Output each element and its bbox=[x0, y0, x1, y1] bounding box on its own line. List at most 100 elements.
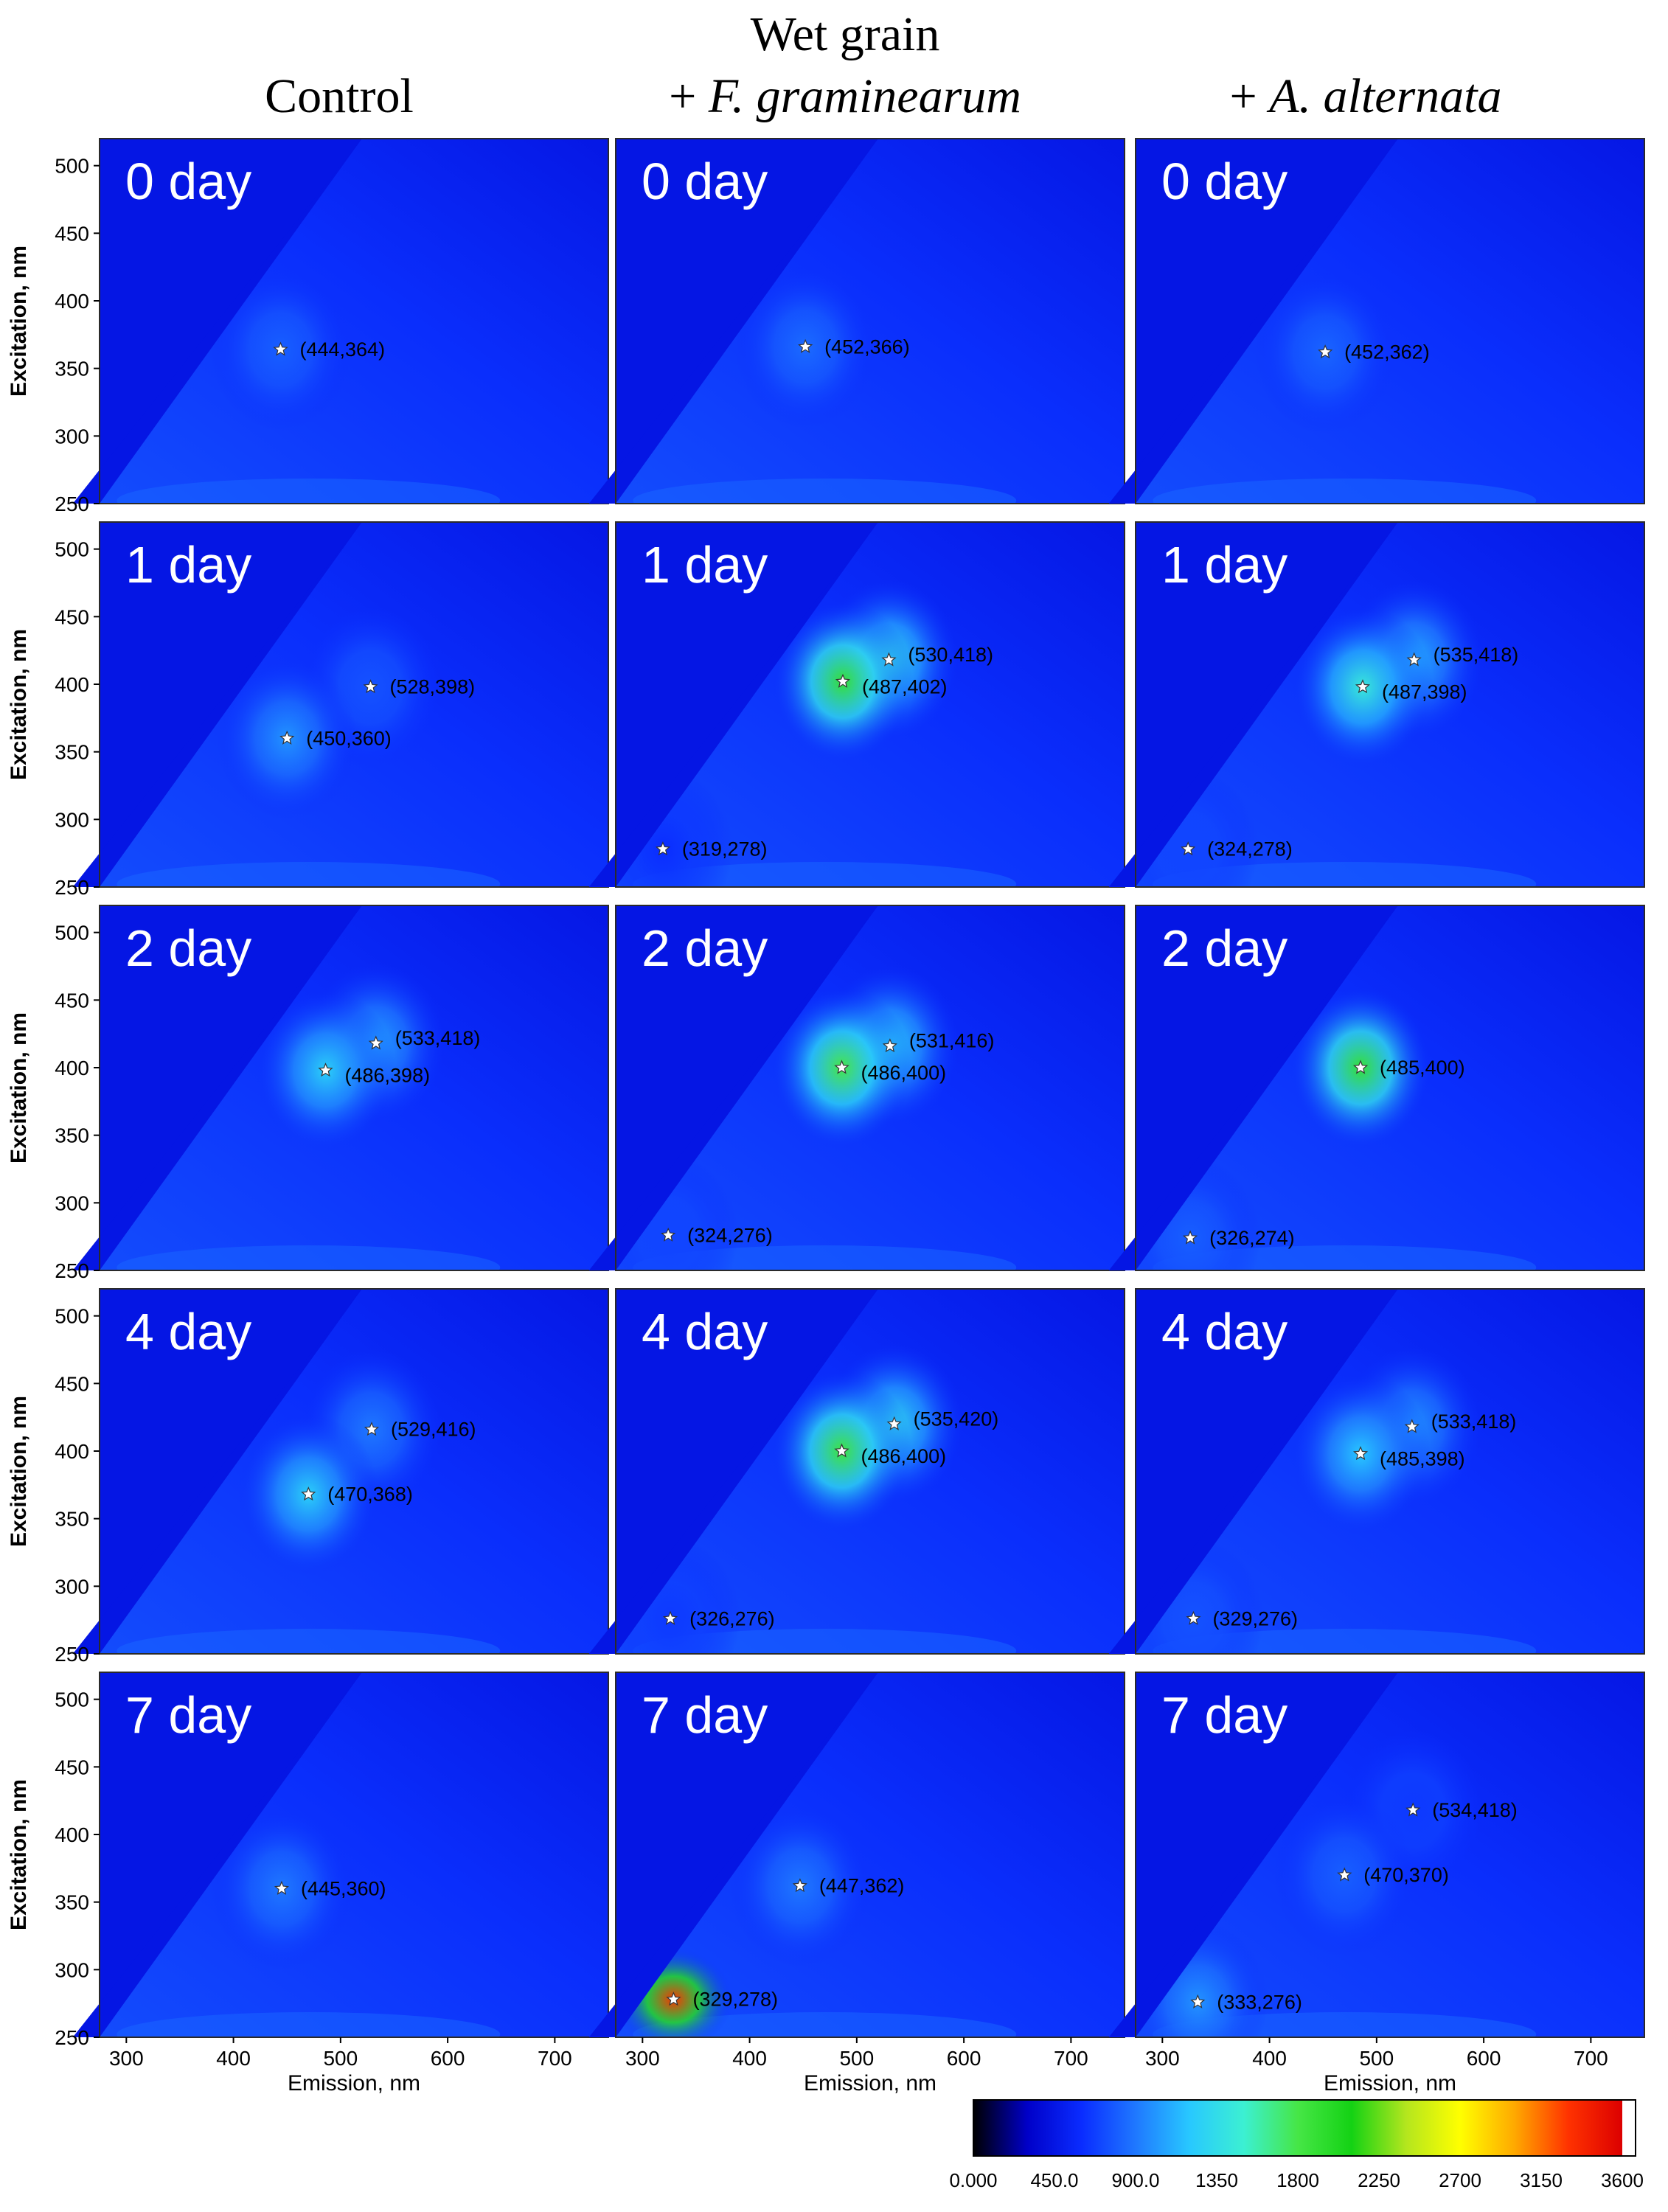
peak-star-marker bbox=[273, 341, 288, 356]
peak-label: (326,276) bbox=[689, 1607, 775, 1630]
peak-label: (487,398) bbox=[1382, 681, 1467, 703]
day-label: 2 day bbox=[1161, 919, 1288, 977]
column-title-species: F. graminearum bbox=[708, 69, 1021, 123]
eem-panel: 1 day (530,418) (487,402) (319,278) bbox=[588, 521, 1125, 888]
x-axis-label: Emission, nm bbox=[804, 2071, 936, 2096]
peak-label: (333,276) bbox=[1217, 1991, 1302, 2013]
peak-star-marker bbox=[274, 1880, 289, 1895]
y-tick-label: 450 bbox=[55, 989, 89, 1012]
day-label: 0 day bbox=[1161, 153, 1288, 210]
baseline-glow bbox=[117, 2012, 501, 2037]
panel-frame bbox=[615, 1672, 1125, 2038]
y-axis-label: Excitation, nm bbox=[7, 1012, 31, 1164]
colorbar-tick-label: 450.0 bbox=[1030, 2169, 1078, 2191]
eem-panel: 2 day (485,400) (326,274) bbox=[1108, 905, 1645, 1271]
eem-panel: 0 day (452,366) bbox=[588, 138, 1125, 504]
y-axis-label: Excitation, nm bbox=[7, 1396, 31, 1547]
colorbar-tick-label: 0.000 bbox=[949, 2169, 997, 2191]
y-tick-label: 450 bbox=[55, 1372, 89, 1395]
eem-panel: 7 day (445,360) bbox=[72, 1672, 609, 2038]
panel-frame bbox=[615, 1288, 1125, 1655]
day-label: 2 day bbox=[642, 919, 768, 977]
panel-frame bbox=[99, 1672, 609, 2038]
peak-label: (528,398) bbox=[390, 676, 476, 698]
peak-star-marker bbox=[886, 1416, 902, 1430]
x-tick-label: 300 bbox=[109, 2047, 144, 2070]
y-tick-label: 450 bbox=[55, 1756, 89, 1778]
peak-label: (452,362) bbox=[1344, 341, 1430, 364]
y-tick-label: 350 bbox=[55, 1124, 89, 1147]
column-title-prefix: + bbox=[669, 69, 709, 123]
peak-label: (487,402) bbox=[862, 675, 948, 698]
peak-star-marker bbox=[318, 1062, 333, 1077]
rayleigh-cutoff-region bbox=[72, 905, 362, 1270]
y-tick-label: 400 bbox=[55, 1057, 89, 1079]
peak-star-marker bbox=[279, 730, 295, 745]
day-label: 7 day bbox=[1161, 1686, 1288, 1744]
column-title-alternaria: + A. alternata bbox=[1229, 69, 1501, 123]
peak-star-marker bbox=[792, 1878, 807, 1893]
rayleigh-cutoff-region bbox=[72, 522, 362, 887]
y-tick-label: 500 bbox=[55, 922, 89, 945]
day-label: 7 day bbox=[125, 1686, 251, 1744]
peak-star-marker bbox=[835, 673, 850, 688]
x-tick-label: 300 bbox=[1145, 2047, 1180, 2070]
y-tick-label: 350 bbox=[55, 741, 89, 764]
colorbar-tick-label: 1350 bbox=[1195, 2169, 1238, 2191]
eem-panel: 0 day (444,364) bbox=[72, 138, 609, 504]
baseline-glow bbox=[117, 1245, 501, 1270]
panel-frame bbox=[99, 905, 609, 1271]
peak-star-marker bbox=[662, 1610, 678, 1625]
panel-frame bbox=[99, 1288, 609, 1655]
column-title-fusarium: + F. graminearum bbox=[669, 69, 1021, 123]
baseline-glow bbox=[1153, 479, 1537, 504]
colorbar-tick-label: 3600 bbox=[1601, 2169, 1644, 2191]
colorbar-tick-label: 2700 bbox=[1439, 2169, 1481, 2191]
peak-label: (450,360) bbox=[306, 727, 392, 749]
rayleigh-cutoff-region bbox=[72, 1672, 362, 2037]
panel-frame bbox=[1135, 905, 1645, 1271]
baseline-glow bbox=[633, 2012, 1017, 2037]
day-label: 4 day bbox=[642, 1303, 768, 1360]
y-tick-label: 350 bbox=[55, 1891, 89, 1914]
peak-label: (444,364) bbox=[299, 338, 385, 361]
colorbar: 0.000 450.0 900.0 1350 1800 2250 2700 3150 3600 bbox=[949, 2099, 1644, 2191]
peak-star-marker bbox=[834, 1443, 849, 1458]
panel-frame bbox=[615, 521, 1125, 888]
panel-frame bbox=[1135, 1288, 1645, 1655]
peak-label: (470,370) bbox=[1363, 1864, 1449, 1886]
x-tick-label: 600 bbox=[1467, 2047, 1501, 2070]
peak-star-marker bbox=[368, 1035, 383, 1050]
peak-star-marker bbox=[1352, 1060, 1369, 1074]
colorbar-tick-label: 900.0 bbox=[1111, 2169, 1159, 2191]
peak-label: (470,368) bbox=[327, 1484, 413, 1506]
y-tick-label: 250 bbox=[55, 876, 89, 899]
colorbar-tick-label: 3150 bbox=[1520, 2169, 1563, 2191]
peak-star-marker bbox=[1406, 652, 1422, 667]
peak-label: (531,416) bbox=[909, 1030, 995, 1052]
peak-star-marker bbox=[798, 338, 813, 353]
peak-star-marker bbox=[1405, 1802, 1421, 1817]
x-tick-label: 400 bbox=[732, 2047, 767, 2070]
peak-label: (324,278) bbox=[1207, 838, 1293, 860]
y-tick-label: 300 bbox=[55, 425, 89, 448]
peak-star-marker bbox=[655, 841, 671, 856]
peak-label: (447,362) bbox=[819, 1875, 905, 1897]
peak-star-marker bbox=[1337, 1867, 1352, 1882]
peak-label: (445,360) bbox=[301, 1877, 386, 1899]
peak-label: (452,366) bbox=[824, 335, 910, 358]
rayleigh-cutoff-region bbox=[1108, 522, 1398, 887]
x-tick-label: 500 bbox=[839, 2047, 874, 2070]
eem-panel: 4 day (529,416) (470,368) bbox=[72, 1288, 609, 1655]
peak-label: (533,418) bbox=[1431, 1411, 1517, 1433]
peak-star-marker bbox=[1181, 841, 1196, 856]
peak-label: (486,398) bbox=[345, 1065, 431, 1087]
rayleigh-cutoff-region bbox=[588, 1289, 878, 1654]
y-tick-label: 500 bbox=[55, 538, 89, 561]
day-label: 1 day bbox=[125, 536, 251, 594]
rayleigh-cutoff-region bbox=[1108, 1672, 1398, 2037]
peak-star-marker bbox=[1190, 1994, 1206, 2008]
y-tick-label: 350 bbox=[55, 358, 89, 380]
eem-panel: 4 day (535,420) (486,400) (326,276) bbox=[588, 1288, 1125, 1655]
peak-star-marker bbox=[1353, 1446, 1369, 1461]
